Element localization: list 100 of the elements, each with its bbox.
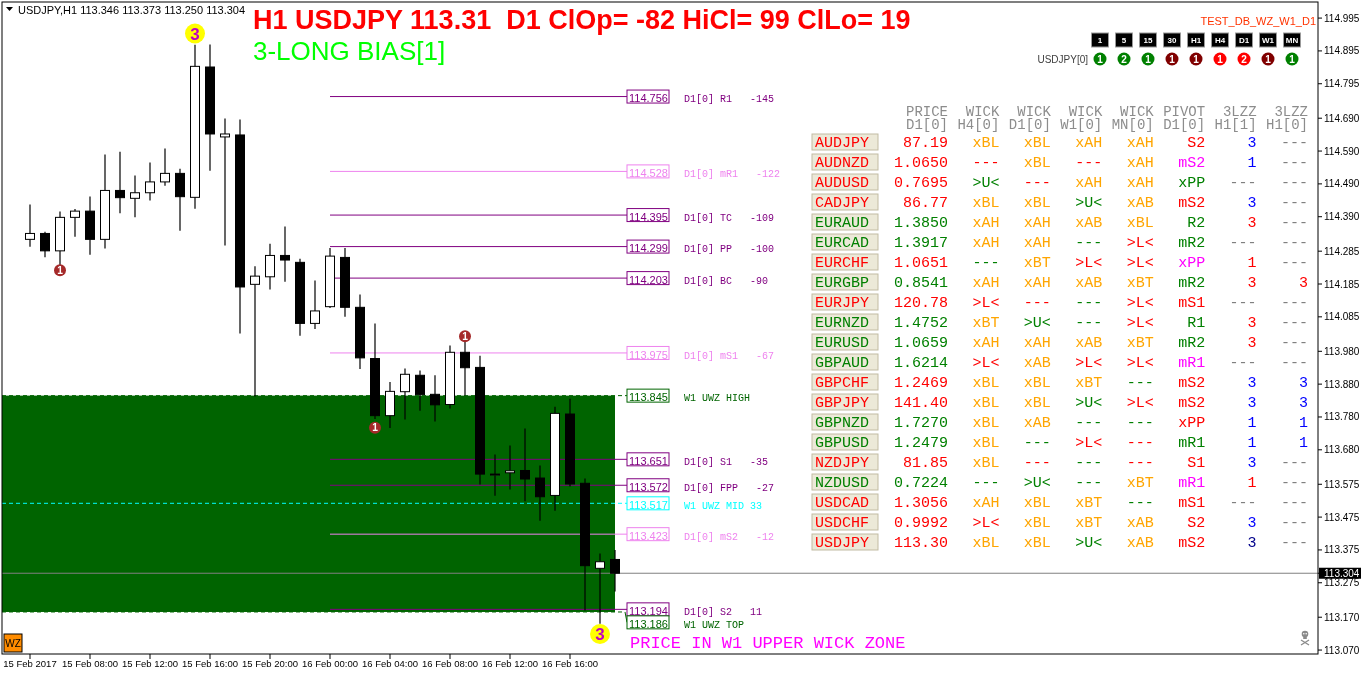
text: 3 [1247, 395, 1257, 413]
text: --- [1229, 495, 1257, 513]
y-tick-label: 113.575 [1324, 478, 1360, 490]
text: xBL [1023, 395, 1051, 413]
category-label: CADJPY [815, 195, 870, 213]
text: 1.0659 [893, 335, 948, 353]
text: --- [972, 475, 1000, 493]
text: --- [1229, 355, 1257, 373]
text: xBL [972, 195, 1000, 213]
text: mS2 [1178, 155, 1206, 173]
text: xAH [1126, 135, 1154, 153]
category-label: GBPAUD [815, 355, 870, 373]
text: 1 [1289, 53, 1295, 65]
category-label: EURJPY [815, 295, 870, 313]
annotation: PRICE IN W1 UPPER WICK ZONE [630, 634, 906, 653]
text: >L< [1126, 315, 1154, 333]
text: 1 [1097, 53, 1103, 65]
y-tick-label: 113.880 [1324, 378, 1360, 390]
category-label: GBPJPY [815, 395, 870, 413]
text: 1 [1265, 53, 1271, 65]
text: >L< [972, 515, 1000, 533]
text: 3 [1247, 515, 1257, 533]
annotation: 1 [462, 330, 469, 342]
text: xAH [1126, 155, 1154, 173]
text: --- [1126, 435, 1154, 453]
text: xBL [1023, 195, 1051, 213]
text: mR2 [1178, 235, 1206, 253]
text: >L< [1075, 435, 1103, 453]
text: 1 [1298, 435, 1308, 453]
text: xBT [1126, 275, 1154, 293]
y-tick-label: 114.490 [1324, 178, 1360, 190]
text: 113.30 [893, 535, 948, 553]
text: --- [1280, 155, 1308, 173]
text: xAH [1023, 335, 1051, 353]
text: 3 [1247, 315, 1257, 333]
text: xBT [1023, 255, 1051, 273]
text: 113.423 D1[0] mS2 -12 [629, 529, 775, 543]
x-tick-label: 15 Feb 2017 [3, 658, 57, 669]
category-label: 1 [1097, 35, 1103, 45]
text: xBL [972, 455, 1000, 473]
text: xBL [1126, 215, 1154, 233]
text: S2 [1187, 515, 1206, 533]
text: xAH [972, 215, 1000, 233]
category-label: 3LZZ H1[0] [1265, 104, 1308, 133]
category-label: USDJPY[0] [1037, 53, 1088, 65]
text: 1 [1247, 475, 1257, 493]
text: xAH [1075, 135, 1103, 153]
text: xPP [1178, 255, 1206, 273]
category-label: PIVOT D1[0] [1163, 104, 1206, 133]
text: --- [972, 255, 1000, 273]
text: xAH [972, 495, 1000, 513]
text: xPP [1178, 415, 1206, 433]
text: 3 [1247, 135, 1257, 153]
text: 86.77 [902, 195, 948, 213]
category-label: USDJPY [815, 535, 870, 553]
text: --- [1075, 455, 1103, 473]
text: xBL [972, 375, 1000, 393]
text: --- [1229, 175, 1257, 193]
text: xAB [1126, 535, 1154, 553]
y-tick-label: 114.085 [1324, 311, 1360, 323]
text: 0.8541 [893, 275, 948, 293]
category-label: WICK W1[0] [1060, 104, 1103, 133]
annotation: 1 [372, 422, 379, 434]
text: 1 [1298, 415, 1308, 433]
text: xBL [1023, 155, 1051, 173]
text: 1.2469 [893, 375, 948, 393]
y-tick-label: 113.780 [1324, 411, 1360, 423]
text: --- [1075, 315, 1103, 333]
category-label: 3LZZ H1[1] [1214, 104, 1257, 133]
text: xBT [1126, 475, 1154, 493]
text: 2 [1121, 53, 1127, 65]
text: 1.3850 [893, 215, 948, 233]
text: mR1 [1178, 475, 1206, 493]
text: mS2 [1178, 195, 1206, 213]
text: 1 [1145, 53, 1151, 65]
text: --- [1075, 155, 1103, 173]
text: 114.528 D1[0] mR1 -122 [629, 167, 781, 181]
text: >L< [1075, 255, 1103, 273]
text: mR1 [1178, 435, 1206, 453]
text: mS2 [1178, 535, 1206, 553]
y-tick-label: 114.285 [1324, 245, 1360, 257]
annotation: 1 [57, 264, 64, 276]
text: xBL [972, 135, 1000, 153]
text: 141.40 [893, 395, 948, 413]
text: 1 [1217, 53, 1223, 65]
category-label: NZDUSD [815, 475, 870, 493]
text: xAB [1023, 415, 1051, 433]
text: 1.3917 [893, 235, 948, 253]
y-tick-label: 114.995 [1324, 12, 1360, 24]
x-tick-label: 16 Feb 00:00 [302, 658, 358, 669]
text: --- [1280, 175, 1308, 193]
text: 3 [1247, 215, 1257, 233]
category-label: USDCHF [815, 515, 870, 533]
y-tick-label: 114.895 [1324, 45, 1360, 57]
text: R1 [1187, 315, 1206, 333]
category-label: EURAUD [815, 215, 870, 233]
text: 81.85 [902, 455, 948, 473]
text: >U< [1023, 475, 1051, 493]
text: mS2 [1178, 395, 1206, 413]
text: >L< [972, 295, 1000, 313]
